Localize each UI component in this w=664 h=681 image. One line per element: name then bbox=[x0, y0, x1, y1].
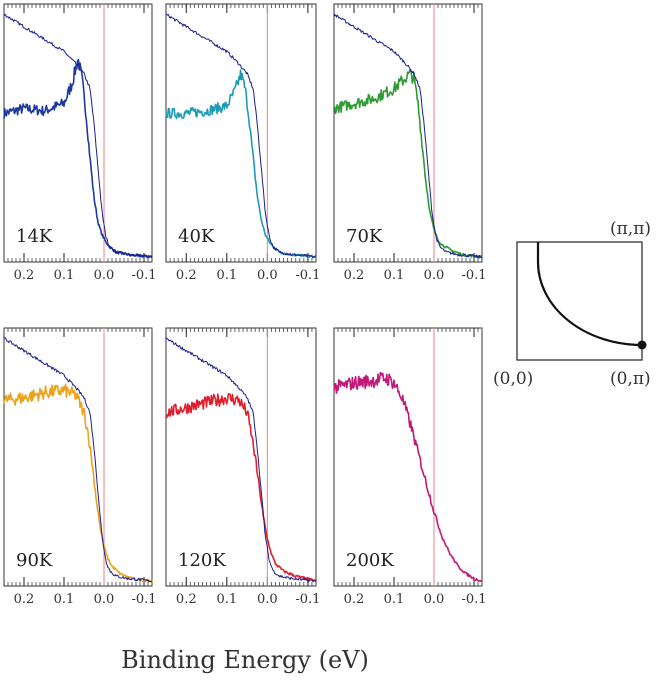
panel-90K: 0.2 0.1 0.0 -0.1 90K bbox=[3, 327, 157, 607]
k-point-marker bbox=[637, 340, 647, 350]
tick-label: 0.2 bbox=[14, 268, 35, 283]
tick-label: 0.2 bbox=[176, 268, 197, 283]
tick-label: 0.1 bbox=[54, 268, 75, 283]
reference-spectrum-line bbox=[3, 13, 153, 259]
spectrum-line-200K bbox=[333, 371, 483, 582]
tick-label: 0.0 bbox=[257, 592, 278, 607]
tick-label: 0.0 bbox=[424, 268, 445, 283]
panel-70K: 0.2 0.1 0.0 -0.1 70K bbox=[333, 3, 487, 283]
panel-frame bbox=[333, 3, 483, 263]
fermi-surface-arc bbox=[536, 242, 643, 347]
spectrum-line-120K bbox=[165, 392, 317, 583]
panel-frame bbox=[165, 327, 317, 587]
tick-label: 0.0 bbox=[257, 268, 278, 283]
tick-label: 0.2 bbox=[176, 592, 197, 607]
tick-label: 0.1 bbox=[54, 592, 75, 607]
tick-label: 0.2 bbox=[344, 268, 365, 283]
panel-200K: 0.2 0.1 0.0 -0.1 200K bbox=[333, 327, 487, 607]
spectrum-line-70K bbox=[333, 68, 483, 259]
label-zero-pi: (0,π) bbox=[610, 369, 651, 389]
tick-label: 0.2 bbox=[344, 592, 365, 607]
tick-label: -0.1 bbox=[461, 268, 486, 283]
spectrum-line-90K bbox=[3, 383, 153, 584]
spectrum-line-14K bbox=[3, 58, 153, 259]
temperature-label: 70K bbox=[346, 226, 383, 247]
reference-spectrum-line bbox=[3, 337, 153, 583]
panel-40K: 0.2 0.1 0.0 -0.1 40K bbox=[165, 3, 320, 283]
reference-spectrum-line bbox=[165, 336, 317, 583]
tick-label: 0.0 bbox=[94, 592, 115, 607]
temperature-label: 90K bbox=[16, 550, 53, 571]
tick-label: -0.1 bbox=[131, 268, 156, 283]
panel-14K: 0.2 0.1 0.0 -0.1 14K bbox=[3, 3, 157, 283]
tick-label: -0.1 bbox=[461, 592, 486, 607]
panel-frame bbox=[3, 327, 153, 587]
tick-label: 0.0 bbox=[424, 592, 445, 607]
fermi-surface-inset: (π,π) (0,0) (0,π) bbox=[493, 219, 651, 389]
tick-label: -0.1 bbox=[131, 592, 156, 607]
panel-frame bbox=[333, 327, 483, 587]
temperature-label: 120K bbox=[178, 550, 226, 571]
x-axis-label: Binding Energy (eV) bbox=[121, 646, 369, 674]
brillouin-zone-box bbox=[516, 241, 643, 361]
tick-label: 0.0 bbox=[94, 268, 115, 283]
panel-frame bbox=[3, 3, 153, 263]
tick-label: 0.1 bbox=[384, 268, 405, 283]
temperature-label: 14K bbox=[16, 226, 53, 247]
temperature-label: 200K bbox=[346, 550, 394, 571]
label-origin: (0,0) bbox=[493, 369, 533, 389]
tick-label: -0.1 bbox=[295, 592, 320, 607]
panel-frame bbox=[165, 3, 317, 263]
reference-spectrum-line bbox=[333, 12, 483, 259]
temperature-label: 40K bbox=[178, 226, 215, 247]
label-pi-pi: (π,π) bbox=[610, 219, 651, 239]
tick-label: 0.2 bbox=[14, 592, 35, 607]
reference-spectrum-line bbox=[165, 13, 317, 259]
tick-label: -0.1 bbox=[295, 268, 320, 283]
tick-label: 0.1 bbox=[384, 592, 405, 607]
tick-label: 0.1 bbox=[216, 592, 237, 607]
tick-label: 0.1 bbox=[216, 268, 237, 283]
panel-120K: 0.2 0.1 0.0 -0.1 120K bbox=[165, 327, 320, 607]
